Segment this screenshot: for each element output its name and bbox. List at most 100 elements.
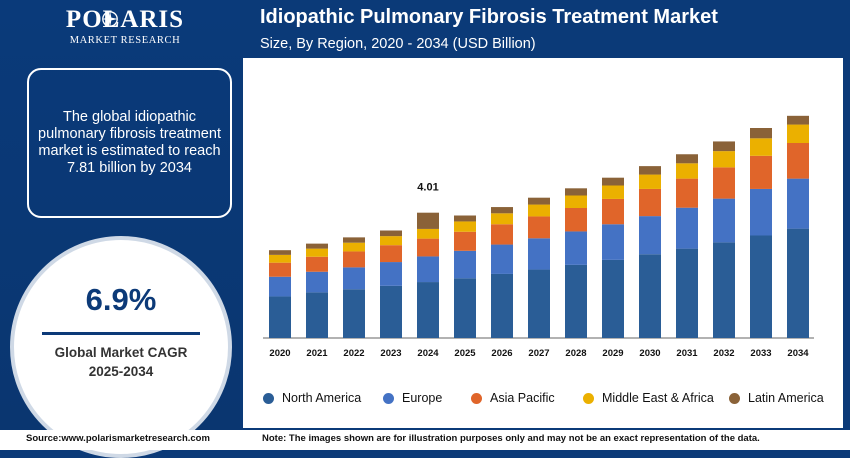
bar-segment-2022-asia-pacific — [343, 251, 365, 268]
x-tick-label-2021: 2021 — [306, 348, 328, 359]
stacked-bar-chart: 2020 2021 2022 2023 2024 2025 2026 2027 2028 2029… — [263, 115, 814, 359]
x-tick-label-2034: 2034 — [787, 348, 809, 359]
bar-segment-2031-north-america — [676, 248, 698, 338]
bar-segment-2021-latin-america — [306, 243, 328, 249]
bar-segment-2020-north-america — [269, 296, 291, 338]
chart-subtitle: Size, By Region, 2020 - 2034 (USD Billio… — [260, 36, 536, 52]
bar-segment-2032-latin-america — [713, 141, 735, 152]
chart-title: Idiopathic Pulmonary Fibrosis Treatment … — [260, 6, 718, 28]
bar-segment-2021-north-america — [306, 292, 328, 338]
x-tick-label-2022: 2022 — [343, 348, 364, 359]
x-tick-label-2032: 2032 — [713, 348, 734, 359]
bar-segment-2029-asia-pacific — [602, 198, 624, 225]
bar-segment-2025-middle-east-africa — [454, 221, 476, 232]
bar-segment-2022-north-america — [343, 289, 365, 338]
bar-segment-2021-middle-east-africa — [306, 248, 328, 257]
x-tick-label-2029: 2029 — [602, 348, 623, 359]
legend-label: Asia Pacific — [490, 391, 555, 405]
bar-segment-2028-north-america — [565, 264, 587, 338]
polaris-logo: POLARIS MARKET RESEARCH — [60, 6, 190, 56]
bar-segment-2029-latin-america — [602, 177, 624, 186]
bar-segment-2030-middle-east-africa — [639, 174, 661, 189]
bar-segment-2026-asia-pacific — [491, 224, 513, 245]
bar-segment-2025-north-america — [454, 278, 476, 338]
bar-segment-2028-middle-east-africa — [565, 195, 587, 208]
bar-segment-2027-latin-america — [528, 197, 550, 205]
x-tick-label-2024: 2024 — [417, 348, 439, 359]
cagr-label-line-1: Global Market CAGR — [54, 345, 188, 360]
chart-legend: North America Europe Asia Pacific Middle Ea… — [263, 388, 843, 408]
legend-label: North America — [282, 391, 362, 405]
x-tick-label-2028: 2028 — [565, 348, 586, 359]
bar-segment-2033-europe — [750, 188, 772, 236]
bar-segment-2026-middle-east-africa — [491, 213, 513, 225]
x-tick-label-2020: 2020 — [269, 348, 290, 359]
bar-segment-2027-europe — [528, 238, 550, 270]
legend-item-north-america: North America — [263, 388, 361, 408]
cagr-label-line-2: 2025-2034 — [88, 364, 154, 379]
bar-segment-2023-middle-east-africa — [380, 236, 402, 246]
bar-segment-2033-middle-east-africa — [750, 138, 772, 156]
bar-segment-2020-asia-pacific — [269, 262, 291, 277]
legend-item-asia-pacific: Asia Pacific — [471, 388, 555, 408]
bar-segment-2032-asia-pacific — [713, 167, 735, 199]
cagr-divider — [42, 332, 200, 335]
left-panel: POLARIS MARKET RESEARCH The global idiop… — [0, 0, 240, 458]
bar-segment-2034-north-america — [787, 228, 809, 338]
x-tick-label-2027: 2027 — [528, 348, 549, 359]
bar-segment-2034-middle-east-africa — [787, 124, 809, 143]
x-tick-label-2033: 2033 — [750, 348, 771, 359]
bar-segment-2026-north-america — [491, 273, 513, 338]
bar-segment-2024-north-america — [417, 282, 439, 338]
bar-segment-2025-europe — [454, 250, 476, 279]
bar-segment-2026-europe — [491, 244, 513, 274]
bar-segment-2026-latin-america — [491, 207, 513, 214]
bar-segment-2031-asia-pacific — [676, 178, 698, 208]
bar-segment-2032-europe — [713, 198, 735, 243]
market-estimate-text: The global idiopathic pulmonary fibrosis… — [38, 109, 221, 176]
bar-segment-2027-asia-pacific — [528, 216, 550, 239]
chart-panel: 2020 2021 2022 2023 2024 2025 2026 2027 2028 2029… — [243, 58, 843, 428]
source-text: Source:www.polarismarketresearch.com — [26, 433, 210, 444]
x-tick-label-2031: 2031 — [676, 348, 698, 359]
x-tick-label-2026: 2026 — [491, 348, 512, 359]
bar-segment-2028-europe — [565, 231, 587, 265]
data-label-2024: 4.01 — [417, 182, 438, 194]
legend-label: Latin America — [748, 391, 824, 405]
bar-segment-2027-middle-east-africa — [528, 204, 550, 217]
legend-swatch — [383, 392, 394, 404]
bar-segment-2020-europe — [269, 276, 291, 297]
bar-segment-2030-latin-america — [639, 166, 661, 175]
x-tick-label-2025: 2025 — [454, 348, 476, 359]
market-estimate-box: The global idiopathic pulmonary fibrosis… — [27, 68, 232, 218]
bar-segment-2034-asia-pacific — [787, 143, 809, 179]
legend-item-latin-america: Latin America — [729, 388, 824, 408]
bar-segment-2028-asia-pacific — [565, 208, 587, 232]
legend-label: Middle East & Africa — [602, 391, 714, 405]
legend-label: Europe — [402, 391, 443, 405]
bar-segment-2031-middle-east-africa — [676, 163, 698, 179]
disclaimer-note: Note: The images shown are for illustrat… — [262, 433, 760, 444]
bar-segment-2030-north-america — [639, 254, 661, 338]
bar-segment-2023-asia-pacific — [380, 245, 402, 263]
footer: Source:www.polarismarketresearch.com Not… — [0, 430, 850, 450]
compass-star-icon — [101, 10, 119, 28]
legend-swatch — [471, 392, 482, 404]
bar-segment-2034-europe — [787, 178, 809, 229]
x-tick-label-2030: 2030 — [639, 348, 660, 359]
bar-segment-2032-middle-east-africa — [713, 151, 735, 168]
legend-swatch — [729, 392, 740, 404]
bar-segment-2033-latin-america — [750, 128, 772, 139]
bar-segment-2029-middle-east-africa — [602, 185, 624, 199]
bar-segment-2031-europe — [676, 207, 698, 249]
bar-segment-2020-middle-east-africa — [269, 254, 291, 263]
bar-segment-2029-europe — [602, 224, 624, 260]
legend-swatch — [263, 392, 274, 404]
brand-tagline: MARKET RESEARCH — [69, 35, 181, 46]
bar-segment-2024-europe — [417, 256, 439, 283]
bar-segment-2021-asia-pacific — [306, 256, 328, 272]
bar-segment-2032-north-america — [713, 242, 735, 338]
bar-segment-2022-middle-east-africa — [343, 242, 365, 252]
cagr-badge: 6.9% Global Market CAGR 2025-2034 — [10, 236, 232, 458]
